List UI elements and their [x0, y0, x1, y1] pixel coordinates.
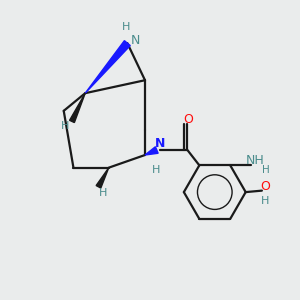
Text: H: H: [122, 22, 130, 32]
Text: H: H: [99, 188, 108, 198]
Text: H: H: [261, 196, 269, 206]
Text: H: H: [262, 165, 270, 175]
Text: NH: NH: [245, 154, 264, 167]
Polygon shape: [85, 41, 130, 93]
Text: H: H: [60, 121, 69, 131]
Text: H: H: [152, 165, 161, 175]
Polygon shape: [96, 168, 109, 188]
Text: N: N: [154, 137, 165, 150]
Text: O: O: [260, 180, 270, 193]
Polygon shape: [145, 147, 158, 155]
Polygon shape: [70, 93, 85, 123]
Text: O: O: [183, 112, 193, 126]
Text: N: N: [131, 34, 140, 47]
